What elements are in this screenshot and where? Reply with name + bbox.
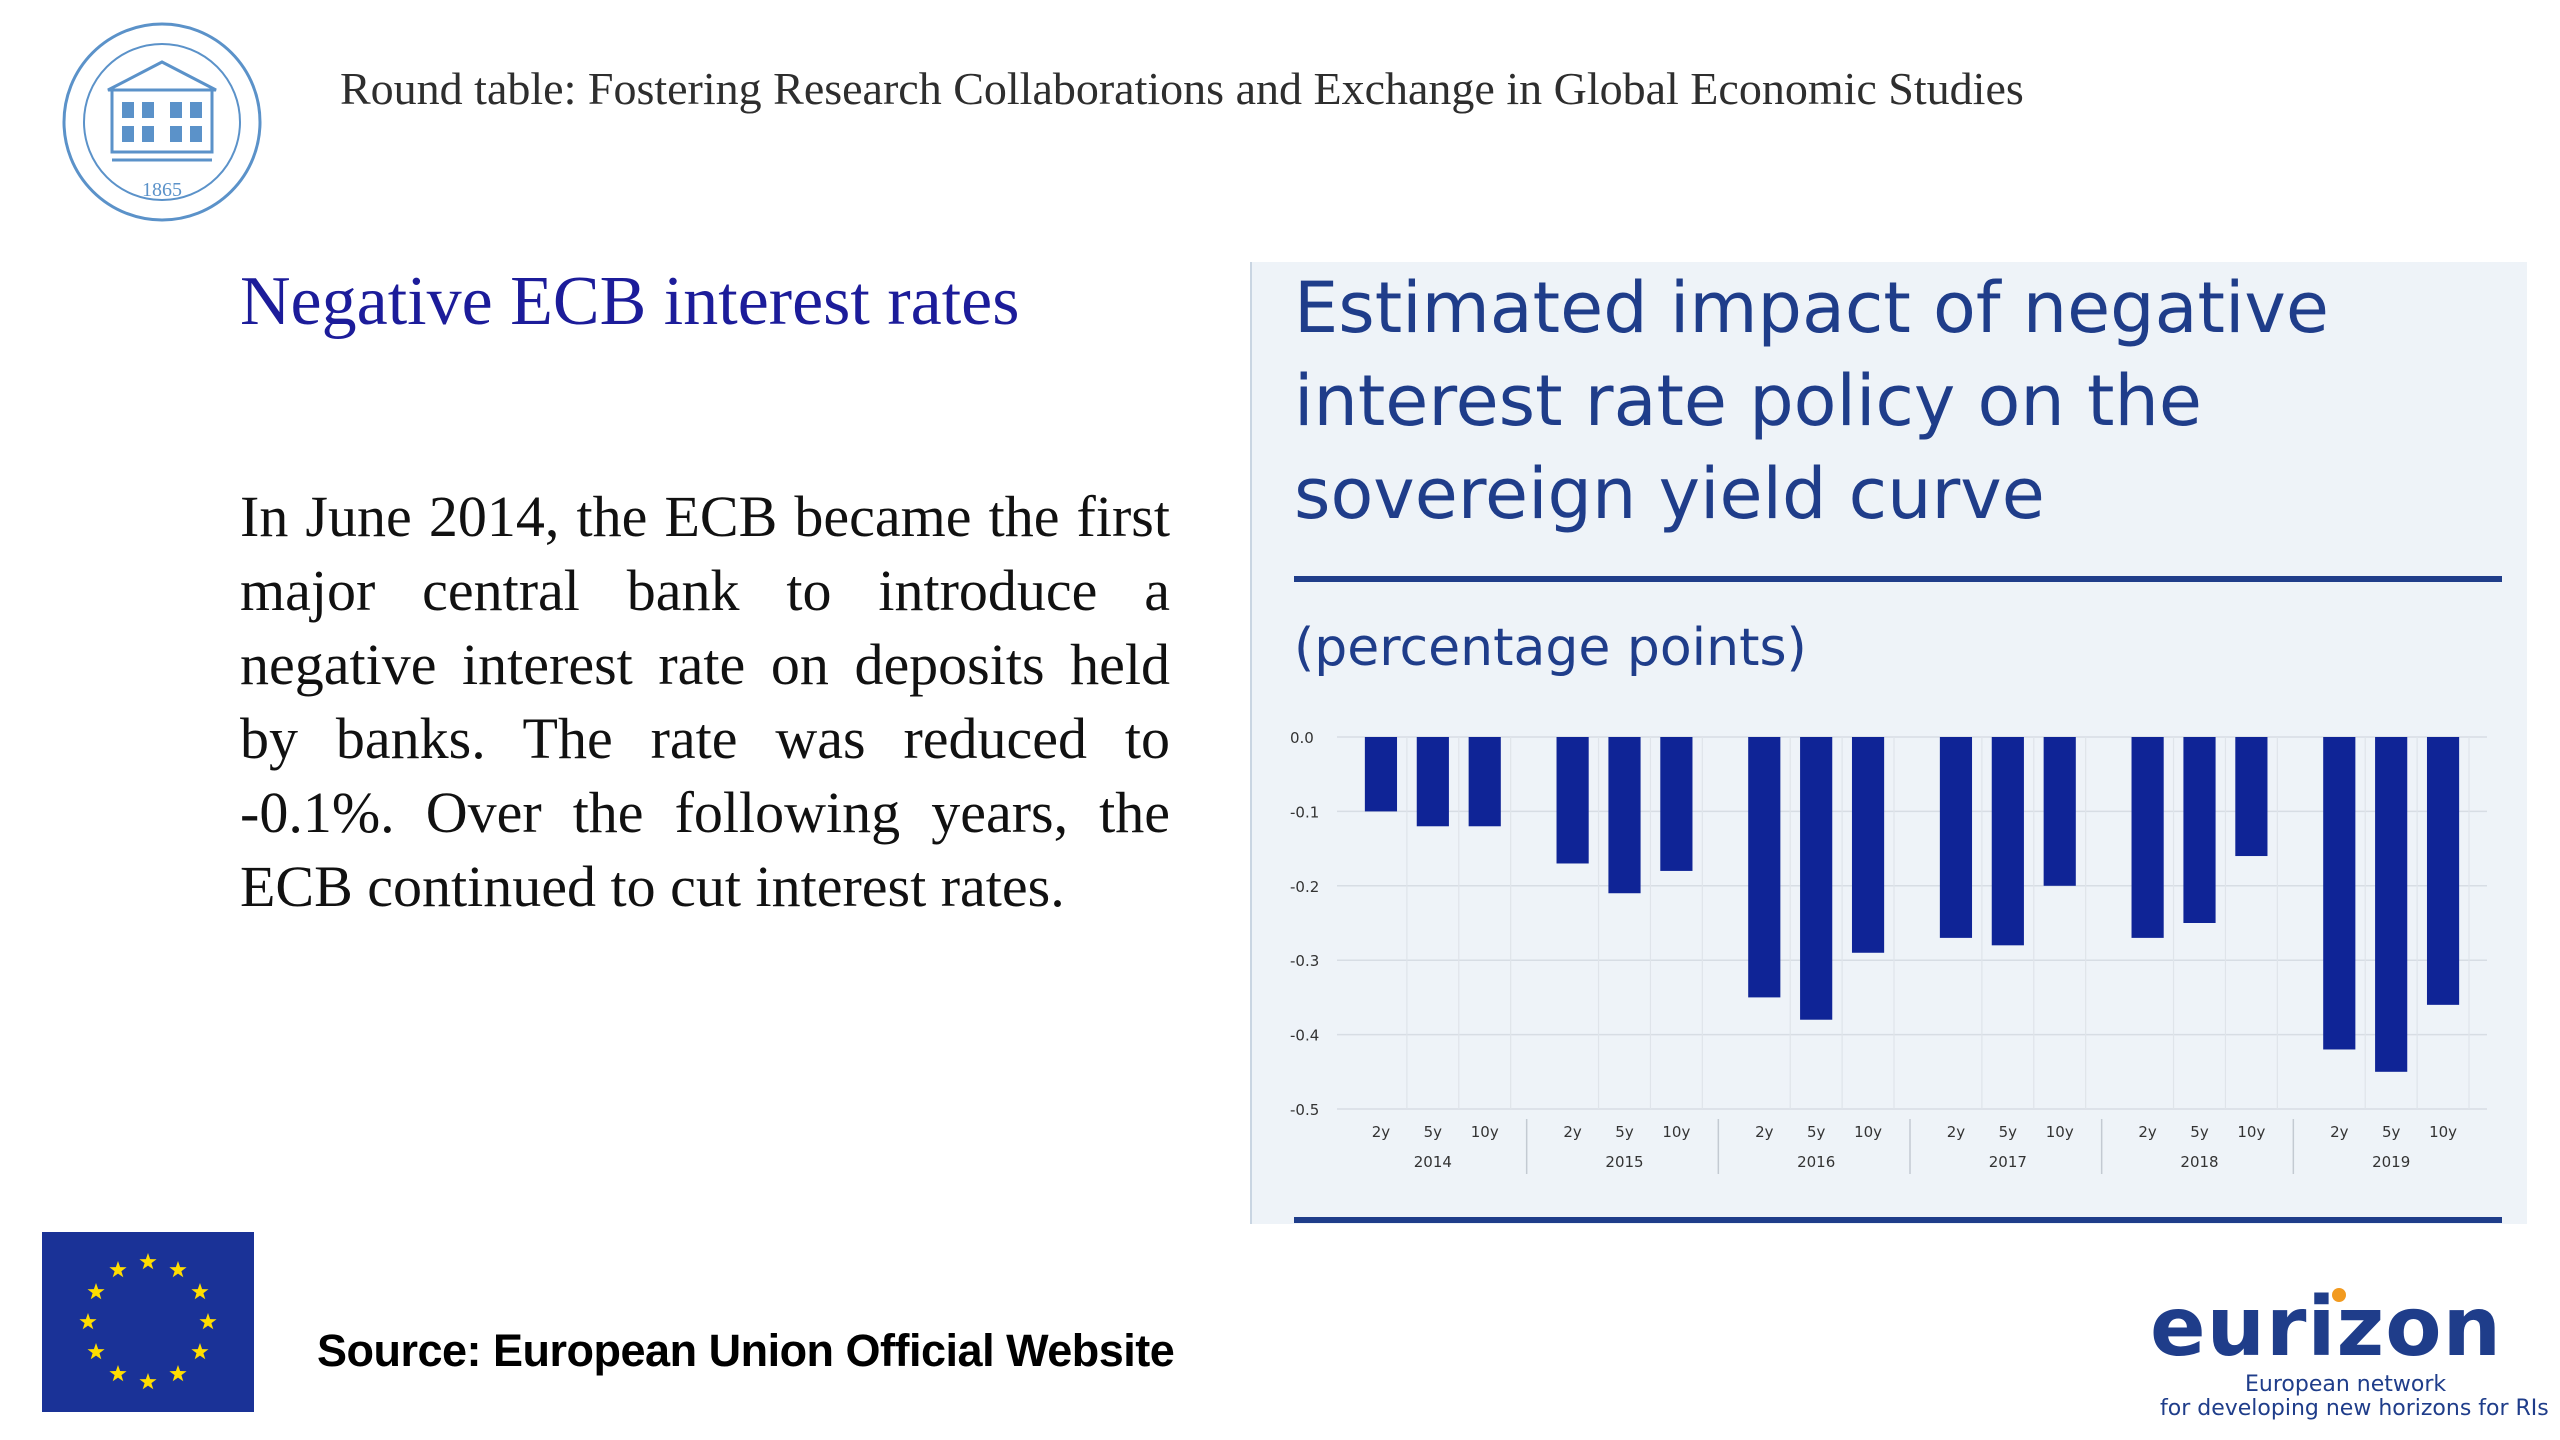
bar-2016-2y [1748, 737, 1781, 998]
seal-year: 1865 [142, 179, 182, 201]
star-icon [139, 1373, 157, 1390]
bar-2019-10y [2426, 737, 2460, 1005]
star-icon [139, 1253, 157, 1270]
x-tick-label: 10y [2237, 1123, 2265, 1141]
x-tick-label: 10y [1854, 1123, 1882, 1141]
x-tick-label: 2y [1947, 1123, 1966, 1141]
bar-2018-10y [2235, 737, 2268, 857]
x-tick-label: 10y [1471, 1123, 1499, 1141]
x-tick-label: 2y [2330, 1123, 2349, 1141]
slide-title: Negative ECB interest rates [240, 263, 1020, 340]
star-icon [109, 1365, 127, 1382]
star-icon [191, 1283, 209, 1300]
y-tick-label: -0.1 [1290, 803, 1319, 821]
star-icon [191, 1343, 209, 1360]
x-tick-label: 10y [2429, 1123, 2457, 1141]
eurizon-wordmark: eurizon [2150, 1280, 2502, 1375]
x-tick-label: 2y [1755, 1123, 1774, 1141]
bar-2014-10y [1468, 737, 1501, 827]
y-tick-label: 0.0 [1290, 729, 1314, 747]
bar-2018-5y [2183, 737, 2216, 923]
y-tick-label: -0.5 [1290, 1101, 1319, 1119]
x-tick-label: 5y [2382, 1123, 2401, 1141]
bar-2019-2y [2323, 737, 2356, 1050]
x-group-label: 2016 [1797, 1153, 1835, 1171]
star-icon [169, 1365, 187, 1382]
x-group-label: 2018 [2180, 1153, 2218, 1171]
star-icon [87, 1283, 105, 1300]
bar-2015-2y [1556, 737, 1589, 864]
bar-2016-5y [1800, 737, 1833, 1020]
x-tick-label: 5y [1999, 1123, 2018, 1141]
bar-2017-2y [1939, 737, 1973, 938]
bar-2015-5y [1608, 737, 1641, 894]
x-group-label: 2014 [1414, 1153, 1452, 1171]
x-tick-label: 5y [1807, 1123, 1826, 1141]
bar-chart: 0.0 -0.1 -0.2 -0.3 -0.4 -0.5 2y 5y 10y 2014 2y 5y 10… [1290, 576, 2502, 1223]
star-icon [199, 1313, 217, 1330]
chart-title: Estimated impact of negative interest ra… [1294, 267, 2329, 535]
star-icon [109, 1261, 127, 1278]
eurizon-tagline-line2: for developing new horizons for RIs [2160, 1396, 2549, 1421]
y-tick-label: -0.3 [1290, 952, 1319, 970]
x-group-label: 2019 [2372, 1153, 2410, 1171]
y-tick-label: -0.2 [1290, 878, 1319, 896]
university-seal-logo: 1865 [62, 22, 262, 222]
x-tick-label: 10y [1662, 1123, 1690, 1141]
x-tick-label: 2y [2138, 1123, 2157, 1141]
bar-2019-5y [2375, 737, 2408, 1072]
bar-2018-2y [2131, 737, 2164, 938]
eurizon-dot-icon [2332, 1288, 2346, 1302]
x-tick-label: 5y [2190, 1123, 2209, 1141]
conference-header: Round table: Fostering Research Collabor… [340, 63, 2024, 114]
star-icon [79, 1313, 97, 1330]
bar-2016-10y [1851, 737, 1885, 953]
x-tick-label: 10y [2046, 1123, 2074, 1141]
eurizon-tagline-line1: European network [2245, 1372, 2447, 1397]
bar-2014-2y [1364, 737, 1398, 812]
eu-flag-logo [42, 1232, 254, 1412]
star-icon [169, 1261, 187, 1278]
bar-2015-10y [1660, 737, 1693, 871]
x-tick-label: 5y [1615, 1123, 1634, 1141]
slide-body-text: In June 2014, the ECB became the first m… [240, 484, 1170, 919]
x-tick-label: 5y [1424, 1123, 1443, 1141]
bar-2017-5y [1991, 737, 2024, 946]
eurizon-logo: eurizon European network for developing … [2150, 1280, 2549, 1421]
bar-2017-10y [2043, 737, 2076, 886]
x-group-label: 2015 [1605, 1153, 1643, 1171]
chart-subtitle: (percentage points) [1294, 618, 1807, 678]
bar-2014-5y [1416, 737, 1449, 827]
x-group-label: 2017 [1989, 1153, 2027, 1171]
y-tick-label: -0.4 [1290, 1027, 1319, 1045]
star-icon [87, 1343, 105, 1360]
chart-panel: 0.0 -0.1 -0.2 -0.3 -0.4 -0.5 2y 5y 10y 2014 2y 5y 10… [1250, 262, 2527, 1224]
source-citation: Source: European Union Official Website [317, 1325, 1175, 1376]
x-tick-label: 2y [1563, 1123, 1582, 1141]
x-tick-label: 2y [1372, 1123, 1391, 1141]
